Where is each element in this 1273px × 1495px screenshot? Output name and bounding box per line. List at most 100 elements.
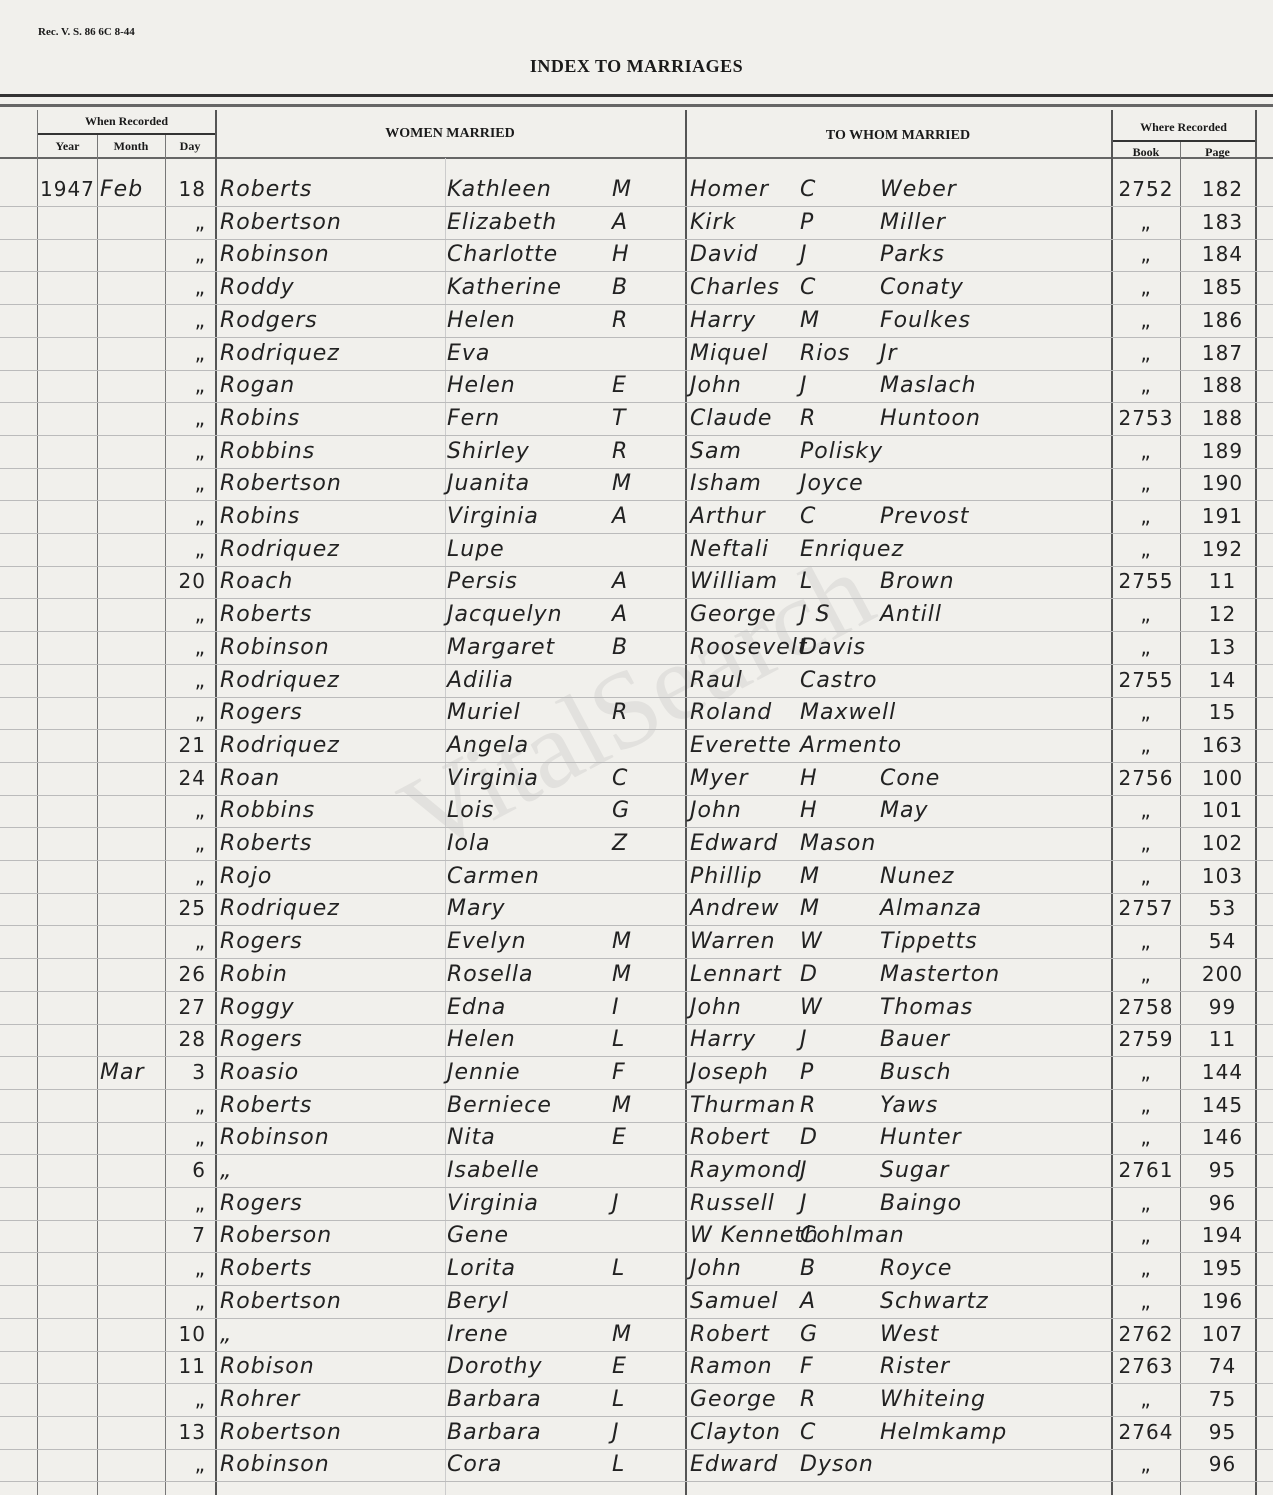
row-rule — [0, 990, 1273, 992]
given-name-cell: Barbara — [447, 1386, 542, 1412]
groom-last-name-cell: Bauer — [880, 1027, 951, 1053]
top-rule-2 — [0, 104, 1273, 107]
day-cell: „ — [194, 1452, 206, 1477]
groom-last-name-cell: Nunez — [880, 863, 955, 889]
groom-first-name-cell: George — [690, 1386, 777, 1412]
day-cell: „ — [194, 536, 206, 561]
col-line — [1111, 110, 1113, 1495]
middle-initial-cell: A — [612, 209, 629, 235]
page-cell: 103 — [1201, 863, 1244, 888]
groom-middle-cell: M — [800, 896, 820, 922]
middle-initial-cell: M — [612, 177, 632, 202]
groom-middle-cell: D — [800, 961, 818, 987]
middle-initial-cell: I — [612, 994, 620, 1020]
groom-middle-cell: F — [800, 1354, 814, 1380]
groom-last-name-cell: Parks — [880, 242, 945, 268]
book-cell: 2764 — [1118, 1419, 1174, 1444]
book-cell: „ — [1140, 961, 1152, 986]
page-cell: 183 — [1201, 209, 1244, 234]
groom-last-name-cell: Yaws — [880, 1092, 939, 1118]
row-rule — [0, 860, 1273, 861]
page-cell: 95 — [1208, 1419, 1237, 1444]
groom-first-name-cell: Russell — [690, 1190, 775, 1216]
groom-middle-cell: H — [800, 765, 818, 791]
groom-middle-cell: J — [800, 1158, 808, 1183]
row-rule — [0, 794, 1273, 796]
groom-last-name-cell: Rister — [880, 1354, 951, 1380]
given-name-cell: Virginia — [447, 765, 539, 791]
middle-initial-cell: L — [612, 1256, 626, 1282]
when-recorded-rule — [38, 133, 215, 135]
row-rule — [0, 434, 1273, 436]
groom-last-name-cell: Huntoon — [880, 405, 981, 431]
day-cell: „ — [194, 667, 206, 692]
row-rule — [0, 1187, 1273, 1188]
groom-middle-cell: R — [800, 1386, 817, 1412]
groom-last-name-cell: Helmkamp — [880, 1419, 1008, 1445]
given-name-cell: Helen — [447, 1027, 516, 1053]
surname-cell: Rodriquez — [220, 340, 340, 366]
groom-middle-cell: W — [800, 929, 823, 955]
given-name-cell: Jennie — [447, 1059, 521, 1085]
day-cell: „ — [194, 1288, 206, 1313]
surname-cell: Robinson — [220, 242, 330, 268]
where-recorded-rule — [1112, 140, 1255, 142]
given-name-cell: Mary — [447, 896, 506, 922]
given-name-cell: Charlotte — [447, 242, 559, 268]
row-rule — [0, 1317, 1273, 1319]
groom-middle-cell: Polisky — [800, 438, 884, 464]
page-cell: 14 — [1208, 667, 1237, 692]
surname-cell: Robertson — [220, 209, 342, 235]
groom-middle-cell: Dyson — [800, 1452, 874, 1478]
day-cell: 24 — [178, 765, 206, 790]
middle-initial-cell: T — [612, 405, 627, 431]
book-cell: „ — [1140, 732, 1152, 757]
book-cell: „ — [1140, 536, 1152, 561]
middle-initial-cell: B — [612, 275, 629, 301]
given-name-cell: Jacquelyn — [447, 602, 563, 628]
groom-middle-cell: Cohlman — [800, 1223, 905, 1249]
page-cell: 13 — [1208, 634, 1237, 659]
day-cell: „ — [194, 242, 206, 267]
surname-cell: Robins — [220, 405, 301, 431]
middle-initial-cell: Z — [612, 831, 629, 856]
page-cell: 95 — [1208, 1158, 1237, 1182]
day-cell: 20 — [178, 569, 206, 594]
day-cell: „ — [194, 307, 206, 332]
groom-last-name-cell: Hunter — [880, 1125, 962, 1151]
book-cell: 2759 — [1118, 1027, 1174, 1052]
row-rule — [0, 631, 1273, 633]
middle-initial-cell: M — [612, 961, 632, 987]
row-rule — [0, 1415, 1273, 1417]
row-rule — [0, 304, 1273, 306]
book-cell: „ — [1140, 634, 1152, 659]
surname-cell: Rogers — [220, 1027, 303, 1053]
day-cell: 11 — [178, 1354, 206, 1379]
page-cell: 54 — [1208, 929, 1237, 954]
given-name-cell: Kathleen — [447, 177, 552, 202]
given-name-cell: Cora — [447, 1452, 503, 1478]
groom-middle-cell: C — [800, 1419, 817, 1445]
groom-last-name-cell: Whiteing — [880, 1386, 986, 1412]
groom-middle-cell: L — [800, 569, 814, 595]
groom-first-name-cell: Warren — [690, 929, 776, 955]
header-month: Month — [113, 139, 149, 153]
groom-middle-cell: R — [800, 1092, 817, 1118]
groom-first-name-cell: John — [690, 1256, 742, 1282]
given-name-cell: Helen — [447, 307, 516, 333]
page-cell: 144 — [1201, 1059, 1244, 1084]
surname-cell: Roberts — [220, 177, 313, 202]
surname-cell: „ — [220, 1158, 233, 1183]
page-cell: 11 — [1208, 1027, 1237, 1052]
day-cell: 25 — [178, 896, 206, 921]
groom-last-name-cell: Sugar — [880, 1158, 950, 1183]
groom-last-name-cell: Jr — [880, 340, 898, 366]
book-cell: 2752 — [1118, 177, 1174, 201]
groom-middle-cell: Mason — [800, 831, 877, 856]
day-cell: „ — [194, 700, 206, 725]
groom-last-name-cell: Antill — [880, 602, 942, 628]
book-cell: „ — [1140, 1386, 1152, 1411]
book-cell: „ — [1140, 438, 1152, 463]
given-name-cell: Beryl — [447, 1288, 509, 1314]
groom-first-name-cell: William — [690, 569, 779, 595]
